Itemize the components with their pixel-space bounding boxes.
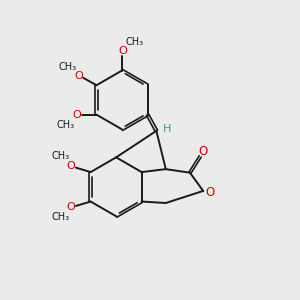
Text: O: O [118, 46, 127, 56]
Text: O: O [205, 186, 214, 199]
Text: O: O [66, 202, 75, 212]
Text: CH₃: CH₃ [58, 62, 76, 72]
Text: CH₃: CH₃ [52, 212, 70, 222]
Text: O: O [72, 110, 81, 120]
Text: CH₃: CH₃ [125, 37, 143, 46]
Text: O: O [74, 70, 82, 80]
Text: CH₃: CH₃ [52, 152, 70, 161]
Text: H: H [164, 124, 172, 134]
Text: CH₃: CH₃ [56, 120, 75, 130]
Text: O: O [66, 161, 75, 171]
Text: O: O [198, 145, 207, 158]
